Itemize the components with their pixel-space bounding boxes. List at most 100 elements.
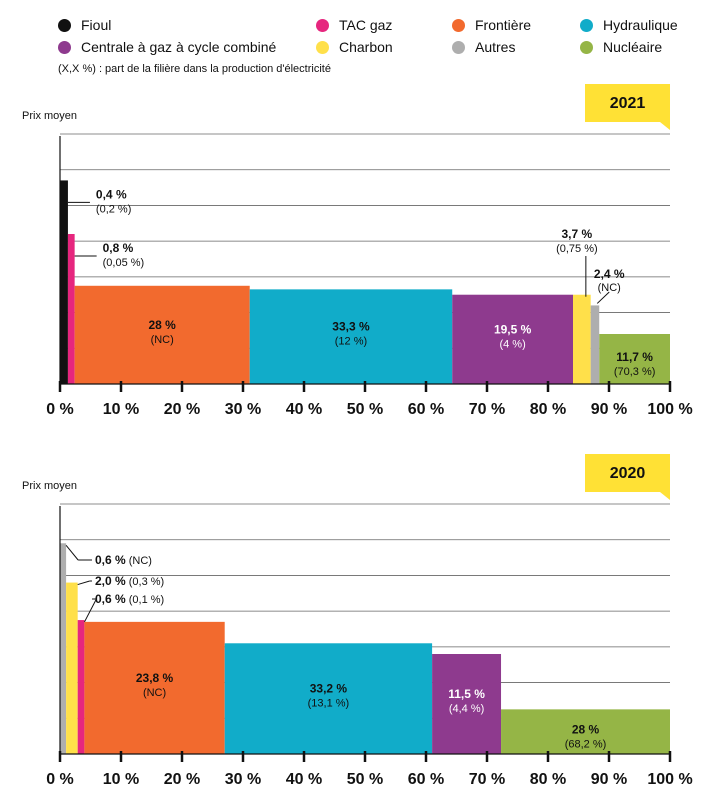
- bar-hydraulique: [249, 289, 453, 384]
- x-tick-label: 90 %: [591, 401, 627, 418]
- data-label: 2,0 % (0,3 %): [95, 574, 164, 588]
- bar-autres: [60, 543, 67, 754]
- x-tick-label: 10 %: [103, 401, 139, 418]
- legend-item-tac-gaz: TAC gaz: [316, 17, 392, 33]
- data-label: 0,6 % (0,1 %): [95, 592, 164, 606]
- legend-note: (X,X %) : part de la filière dans la pro…: [58, 63, 331, 75]
- data-sublabel: (0,05 %): [103, 257, 145, 269]
- legend-label: Autres: [475, 39, 516, 55]
- data-sublabel: (NC): [143, 687, 166, 699]
- legend-swatch-frontiere: [452, 18, 465, 32]
- legend-label: Charbon: [339, 39, 393, 55]
- bar-fioul: [60, 180, 68, 384]
- legend-label: Centrale à gaz à cycle combiné: [81, 39, 277, 55]
- bar-tac-gaz: [77, 620, 85, 754]
- x-tick-label: 60 %: [408, 771, 444, 788]
- chart-2021: 2021 Prix moyen 0,4 % (0,2 %) 0,8 % (0,05 %) 2…: [22, 84, 693, 418]
- data-label: 0,4 %: [96, 187, 127, 201]
- bar-hydraulique: [224, 643, 433, 754]
- y-axis-label: Prix moyen: [22, 110, 77, 122]
- data-sublabel: (12 %): [335, 336, 367, 348]
- legend-swatch-tac-gaz: [316, 18, 329, 32]
- legend-item-ccg: Centrale à gaz à cycle combiné: [58, 39, 276, 55]
- data-label: 28 %: [148, 318, 176, 332]
- legend-label: Hydraulique: [603, 17, 678, 33]
- legend-swatch-ccg: [58, 40, 71, 54]
- data-label: 11,7 %: [616, 350, 653, 364]
- data-sublabel: (13,1 %): [308, 698, 350, 710]
- legend-item-hydraulique: Hydraulique: [580, 17, 678, 33]
- bar-nucleaire: [599, 334, 670, 384]
- data-sublabel: (4,4 %): [449, 703, 484, 715]
- data-label: 33,3 %: [332, 320, 370, 334]
- callout-line: [83, 598, 97, 623]
- legend-item-nucleaire: Nucléaire: [580, 39, 662, 55]
- callout-line: [77, 580, 90, 586]
- y-axis-label: Prix moyen: [22, 480, 77, 492]
- x-tick-label: 70 %: [469, 401, 505, 418]
- x-tick-label: 70 %: [469, 771, 505, 788]
- bar-charbon: [66, 582, 78, 754]
- legend-swatch-charbon: [316, 40, 329, 54]
- legend-item-charbon: Charbon: [316, 39, 393, 55]
- x-tick-label: 50 %: [347, 771, 383, 788]
- data-sublabel: (NC): [598, 282, 621, 294]
- data-label: 28 %: [572, 723, 600, 737]
- bar-centrale-a-gaz-a-cycle-combine: [432, 654, 502, 754]
- legend-item-frontiere: Frontière: [452, 17, 531, 33]
- data-label: 0,8 %: [103, 241, 134, 255]
- bar-tac-gaz: [67, 234, 75, 384]
- x-tick-label: 100 %: [647, 771, 692, 788]
- legend-label: TAC gaz: [339, 17, 393, 33]
- year-badge-label: 2021: [610, 95, 646, 112]
- legend-item-fioul: Fioul: [58, 17, 111, 33]
- x-tick-label: 0 %: [46, 401, 74, 418]
- legend-item-autres: Autres: [452, 39, 515, 55]
- x-tick-label: 10 %: [103, 771, 139, 788]
- callout-line: [596, 291, 610, 304]
- legend-swatch-hydraulique: [580, 18, 593, 32]
- bar-frontiere: [84, 621, 225, 754]
- x-tick-label: 60 %: [408, 401, 444, 418]
- bar-nucleaire: [501, 709, 670, 754]
- x-tick-label: 20 %: [164, 771, 200, 788]
- data-label: 0,6 % (NC): [95, 553, 152, 567]
- legend-swatch-fioul: [58, 18, 71, 32]
- data-label: 33,2 %: [310, 682, 348, 696]
- callout-line: [65, 544, 79, 561]
- bar-autres: [590, 305, 600, 384]
- x-tick-label: 30 %: [225, 771, 261, 788]
- legend-label: Fioul: [81, 17, 112, 33]
- data-label: 3,7 %: [562, 227, 593, 241]
- legend-swatch-nucleaire: [580, 40, 593, 54]
- x-tick-label: 50 %: [347, 401, 383, 418]
- chart-2020: 2020 Prix moyen 0,6 % (NC) 2,0 % (0,3 %) 0,6…: [22, 454, 693, 788]
- x-tick-label: 90 %: [591, 771, 627, 788]
- year-badge-label: 2020: [610, 465, 646, 482]
- data-label: 19,5 %: [494, 322, 532, 336]
- data-label: 11,5 %: [448, 687, 485, 701]
- bar-charbon: [573, 294, 591, 384]
- x-tick-label: 0 %: [46, 771, 74, 788]
- x-tick-label: 20 %: [164, 401, 200, 418]
- data-sublabel: (0,2 %): [96, 203, 131, 215]
- bar-centrale-a-gaz-a-cycle-combine: [452, 294, 574, 384]
- x-tick-label: 40 %: [286, 401, 322, 418]
- x-tick-label: 100 %: [647, 401, 692, 418]
- x-tick-label: 80 %: [530, 771, 566, 788]
- data-sublabel: (68,2 %): [565, 739, 607, 751]
- year-badge: [585, 84, 670, 130]
- data-sublabel: (0,75 %): [556, 243, 598, 255]
- data-sublabel: (70,3 %): [614, 366, 656, 378]
- legend-swatch-autres: [452, 40, 465, 54]
- data-label: 23,8 %: [136, 671, 174, 685]
- legend: Fioul Centrale à gaz à cycle combiné TAC…: [0, 0, 717, 80]
- data-label: 2,4 %: [594, 267, 625, 281]
- legend-label: Nucléaire: [603, 39, 663, 55]
- year-badge: [585, 454, 670, 500]
- data-sublabel: (NC): [151, 334, 174, 346]
- data-sublabel: (4 %): [499, 338, 525, 350]
- bar-frontiere: [74, 285, 250, 384]
- x-tick-label: 40 %: [286, 771, 322, 788]
- legend-label: Frontière: [475, 17, 532, 33]
